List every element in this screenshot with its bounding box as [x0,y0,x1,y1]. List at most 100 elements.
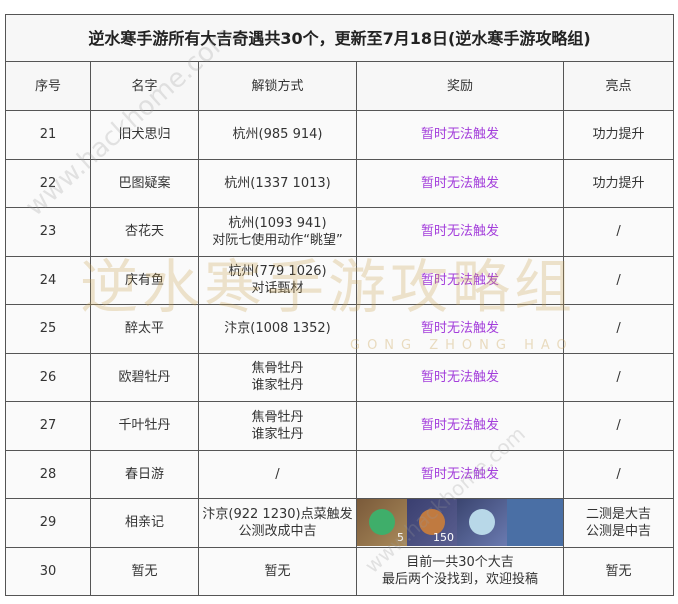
cell-unlock: 汴京(1008 1352) [198,304,357,354]
item-shape [369,509,395,536]
jade-ring-icon: 5 [357,499,407,547]
cell-highlight-line: 二测是大吉 [586,506,652,522]
cell-unlock-line: 暂无 [264,563,291,579]
cell-no: 23 [5,207,91,257]
item-shape [419,509,445,536]
cell-no: 22 [5,158,91,208]
table-row: 23 杏花天 杭州(1093 941) 对阮七使用动作“眺望” 暂时无法触发 / [5,207,675,257]
chest-icon: 150 [407,499,457,547]
cell-reward: 暂时无法触发 [356,207,564,257]
table-row: 24 庆有鱼 杭州(779 1026) 对话甄材 暂时无法触发 / [5,255,675,305]
cell-highlight: / [562,352,675,402]
cell-unlock: 暂无 [198,546,357,596]
cell-unlock: 杭州(779 1026) 对话甄材 [198,255,357,305]
cell-highlight: 暂无 [562,546,675,596]
encounter-table: 逆水寒手游所有大吉奇遇共30个，更新至7月18日(逆水寒手游攻略组) 序号 名字… [4,14,675,596]
cell-reward-line: 暂时无法触发 [420,127,499,143]
cell-reward: 5 150 [356,498,564,548]
cell-name: 杏花天 [90,207,199,257]
cell-reward-line: 最后两个没找到，欢迎投稿 [381,572,538,588]
cell-no: 30 [5,546,91,596]
cell-unlock: 汴京(922 1230)点菜触发 公测改成中吉 [198,498,357,548]
cell-name: 春日游 [90,449,199,499]
cell-no: 21 [5,110,91,160]
cell-highlight: 功力提升 [562,158,675,208]
reward-items-image: 5 150 [357,499,563,547]
cell-highlight: / [562,449,675,499]
table-row: 27 千叶牡丹 焦骨牡丹 谁家牡丹 暂时无法触发 / [5,401,675,451]
header-unlock: 解锁方式 [198,61,357,111]
cell-no: 28 [5,449,91,499]
cell-highlight-line: / [616,369,621,385]
cell-reward: 暂时无法触发 [356,158,564,208]
cell-highlight-line: / [616,418,621,434]
cell-highlight-line: 暂无 [605,563,632,579]
cell-reward: 目前一共30个大吉 最后两个没找到，欢迎投稿 [356,546,564,596]
cell-highlight-line: / [616,224,621,240]
header-highlight: 亮点 [562,61,675,111]
cell-highlight-line: 功力提升 [592,127,645,143]
cell-no: 25 [5,304,91,354]
cell-reward: 暂时无法触发 [356,110,564,160]
cell-name: 巴图疑案 [90,158,199,208]
cell-unlock-line: 杭州(779 1026) [228,264,327,280]
cell-unlock-line: 公测改成中吉 [238,523,317,539]
cell-highlight: / [562,255,675,305]
item-quantity: 150 [433,531,454,545]
cell-reward-line: 暂时无法触发 [420,418,499,434]
cell-unlock-line: 杭州(1093 941) [228,215,327,231]
cell-unlock-line: 谁家牡丹 [251,426,304,442]
cell-unlock-line: / [275,466,280,482]
cell-unlock: 杭州(1337 1013) [198,158,357,208]
table-row: 29 相亲记 汴京(922 1230)点菜触发 公测改成中吉 5 150 二测是大吉 公测是中… [5,498,675,548]
header-no: 序号 [5,61,91,111]
table-row: 25 醉太平 汴京(1008 1352) 暂时无法触发 / [5,304,675,354]
table-title: 逆水寒手游所有大吉奇遇共30个，更新至7月18日(逆水寒手游攻略组) [4,14,675,62]
cell-reward-line: 暂时无法触发 [420,224,499,240]
table-row: 26 欧碧牡丹 焦骨牡丹 谁家牡丹 暂时无法触发 / [5,352,675,402]
cell-reward-line: 暂时无法触发 [420,369,499,385]
cell-no: 27 [5,401,91,451]
cell-reward: 暂时无法触发 [356,352,564,402]
cell-reward-line: 目前一共30个大吉 [406,555,514,571]
cell-highlight: / [562,304,675,354]
cell-highlight-line: / [616,321,621,337]
cell-reward: 暂时无法触发 [356,304,564,354]
cell-unlock: 焦骨牡丹 谁家牡丹 [198,352,357,402]
cell-no: 29 [5,498,91,548]
cell-reward-line: 暂时无法触发 [420,321,499,337]
cell-no: 24 [5,255,91,305]
cell-highlight-line: 功力提升 [592,175,645,191]
cell-unlock-line: 谁家牡丹 [251,378,304,394]
cell-unlock: 焦骨牡丹 谁家牡丹 [198,401,357,451]
cell-name: 相亲记 [90,498,199,548]
item-quantity: 5 [397,531,404,545]
crystal-icon [457,499,507,547]
cell-reward-line: 暂时无法触发 [420,175,499,191]
cell-highlight: 功力提升 [562,110,675,160]
item-shape [469,509,495,536]
cell-reward-line: 暂时无法触发 [420,466,499,482]
cell-name: 醉太平 [90,304,199,354]
table-row: 21 旧犬思归 杭州(985 914) 暂时无法触发 功力提升 [5,110,675,160]
cell-unlock: 杭州(1093 941) 对阮七使用动作“眺望” [198,207,357,257]
cell-highlight: / [562,401,675,451]
cell-unlock: / [198,449,357,499]
cell-reward: 暂时无法触发 [356,255,564,305]
table-row: 22 巴图疑案 杭州(1337 1013) 暂时无法触发 功力提升 [5,158,675,208]
cell-reward: 暂时无法触发 [356,401,564,451]
cell-highlight: / [562,207,675,257]
cell-unlock-line: 杭州(1337 1013) [224,175,331,191]
cell-highlight-line: / [616,466,621,482]
cell-highlight-line: / [616,272,621,288]
cell-unlock-line: 汴京(1008 1352) [224,321,331,337]
cell-highlight-line: 公测是中吉 [586,523,652,539]
cell-reward: 暂时无法触发 [356,449,564,499]
cell-unlock-line: 焦骨牡丹 [251,409,304,425]
cell-no: 26 [5,352,91,402]
header-row: 序号 名字 解锁方式 奖励 亮点 [5,61,675,111]
cell-unlock-line: 杭州(985 914) [232,127,323,143]
cell-name: 旧犬思归 [90,110,199,160]
cell-unlock-line: 对话甄材 [251,281,304,297]
table-row: 30 暂无 暂无 目前一共30个大吉 最后两个没找到，欢迎投稿 暂无 [5,546,675,596]
